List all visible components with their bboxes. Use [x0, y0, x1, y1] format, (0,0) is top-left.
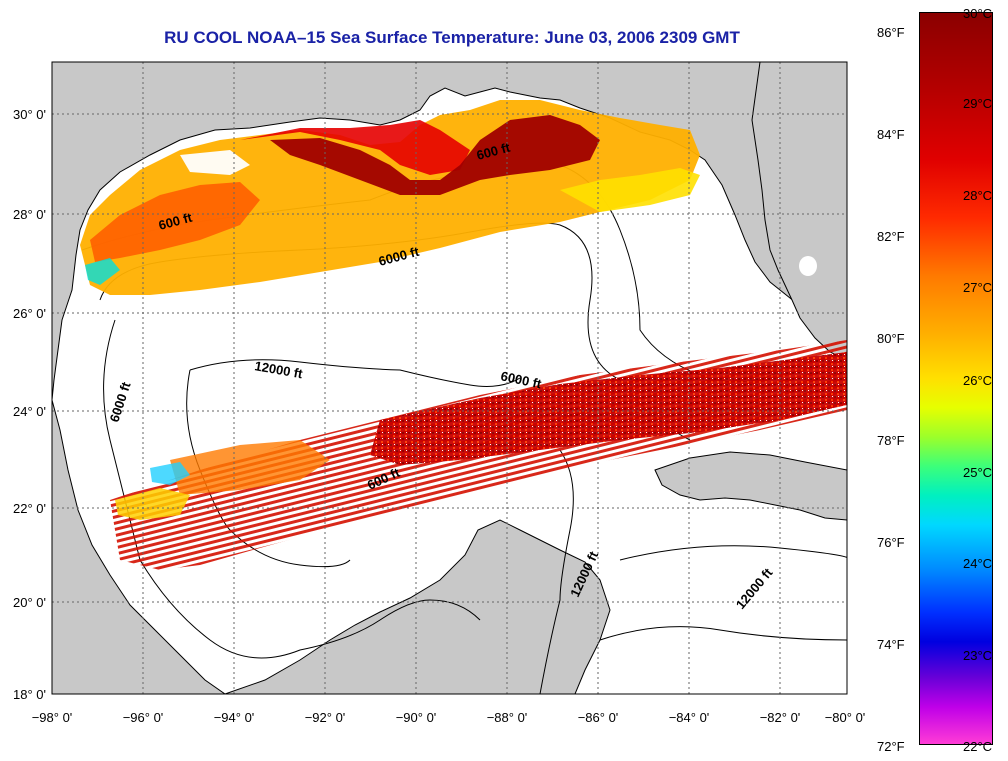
lat-tick-label: 26° 0'	[13, 306, 46, 321]
land-mexico	[52, 399, 226, 694]
land-cuba	[654, 451, 847, 521]
lon-tick-label: −94° 0'	[214, 710, 255, 725]
lon-axis-labels: −98° 0' −96° 0' −94° 0' −92° 0' −90° 0' …	[32, 710, 866, 725]
lon-tick-label: −82° 0'	[760, 710, 801, 725]
colorbar-f-label: 80°F	[877, 331, 905, 346]
lon-tick-label: −84° 0'	[669, 710, 710, 725]
colorbar-f-label: 76°F	[877, 535, 905, 550]
lat-tick-label: 30° 0'	[13, 107, 46, 122]
land-yucatan	[224, 519, 611, 694]
colorbar-f-label: 78°F	[877, 433, 905, 448]
colorbar-c-label: 23°C	[963, 648, 993, 663]
colorbar-c-label: 26°C	[963, 373, 993, 388]
map-title: RU COOL NOAA–15 Sea Surface Temperature:…	[164, 28, 740, 47]
lon-tick-label: −80° 0'	[825, 710, 866, 725]
colorbar-c-label: 22°C	[963, 739, 993, 754]
colorbar-c-label: 25°C	[963, 465, 993, 480]
lat-tick-label: 20° 0'	[13, 595, 46, 610]
colorbar-f-label: 86°F	[877, 25, 905, 40]
colorbar-c-label: 27°C	[963, 280, 993, 295]
lon-tick-label: −86° 0'	[578, 710, 619, 725]
sst-southern-band	[110, 340, 847, 570]
lon-tick-label: −96° 0'	[123, 710, 164, 725]
temperature-colorbar	[919, 12, 993, 745]
lat-tick-label: 28° 0'	[13, 207, 46, 222]
map-frame	[51, 61, 848, 695]
lat-tick-label: 22° 0'	[13, 501, 46, 516]
lat-tick-label: 24° 0'	[13, 404, 46, 419]
lat-tick-label: 18° 0'	[13, 687, 46, 702]
colorbar-f-label: 84°F	[877, 127, 905, 142]
colorbar-c-label: 24°C	[963, 556, 993, 571]
colorbar-c-label: 29°C	[963, 96, 993, 111]
colorbar-f-label: 82°F	[877, 229, 905, 244]
sst-northern-band	[80, 100, 700, 295]
lon-tick-label: −88° 0'	[487, 710, 528, 725]
colorbar-f-label: 72°F	[877, 739, 905, 754]
lon-tick-label: −92° 0'	[305, 710, 346, 725]
lon-tick-label: −98° 0'	[32, 710, 73, 725]
lake-okeechobee	[799, 256, 817, 276]
colorbar-f-label: 74°F	[877, 637, 905, 652]
colorbar-c-label: 28°C	[963, 188, 993, 203]
colorbar-c-label: 30°C	[963, 6, 993, 21]
lon-tick-label: −90° 0'	[396, 710, 437, 725]
lat-axis-labels: 30° 0' 28° 0' 26° 0' 24° 0' 22° 0' 20° 0…	[13, 107, 46, 702]
grid-lines	[52, 62, 847, 694]
